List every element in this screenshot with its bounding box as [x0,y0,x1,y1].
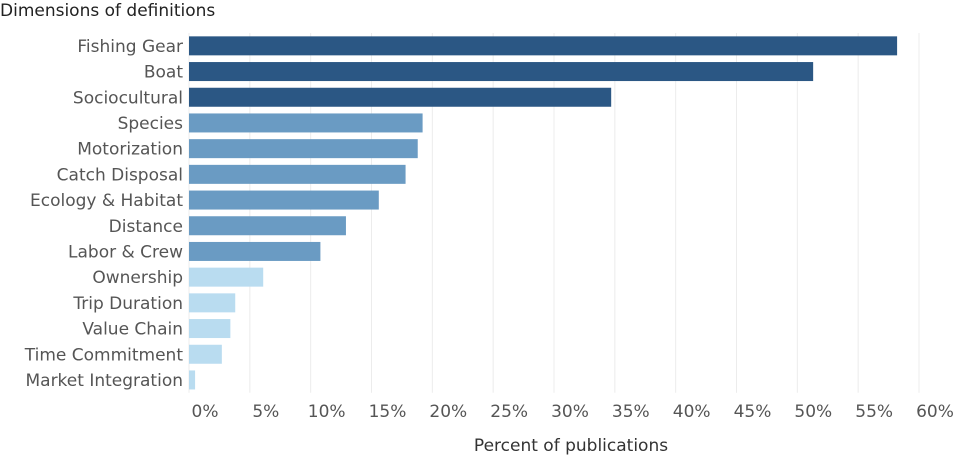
x-tick-label: 35% [612,402,650,422]
x-tick-label: 40% [673,402,711,422]
category-label: Species [118,114,184,134]
bars [189,36,898,390]
chart-title: Dimensions of definitions [0,1,216,21]
category-label: Ownership [92,268,183,288]
bar[interactable] [189,370,196,390]
category-label: Value Chain [82,320,183,340]
bar[interactable] [189,293,236,313]
bar[interactable] [189,241,321,261]
bar[interactable] [189,344,222,364]
x-tick-label: 20% [429,402,467,422]
gridlines [188,33,920,393]
category-label: Labor & Crew [68,242,183,262]
category-label: Catch Disposal [57,165,183,185]
bar[interactable] [189,190,379,210]
x-tick-label: 0% [192,402,219,422]
bar[interactable] [189,87,612,107]
x-tick-label: 55% [855,402,893,422]
category-label: Fishing Gear [77,37,183,57]
category-label: Sociocultural [73,88,183,108]
x-tick-label: 15% [369,402,407,422]
category-label: Ecology & Habitat [30,191,183,211]
bar[interactable] [189,62,814,82]
category-label: Trip Duration [72,294,183,314]
category-labels: Fishing Gear Boat Sociocultural Species Moto… [24,37,184,391]
category-label: Distance [109,217,183,237]
bar[interactable] [189,164,406,184]
bar[interactable] [189,139,418,159]
bar[interactable] [189,216,346,236]
category-label: Market Integration [25,371,183,391]
category-label: Time Commitment [24,345,184,365]
x-tick-label: 50% [794,402,832,422]
bar[interactable] [189,267,264,287]
x-tick-label: 10% [308,402,346,422]
x-tick-label: 25% [490,402,528,422]
category-label: Boat [144,63,183,83]
bar[interactable] [189,36,898,56]
x-axis-title: Percent of publications [474,436,668,456]
bar[interactable] [189,319,231,339]
category-label: Motorization [77,140,183,160]
x-tick-labels: 0% 5% 10% 15% 20% 25% 30% 35% 40% 45% 50% 55% 60% [192,402,954,422]
x-tick-label: 5% [252,402,279,422]
x-tick-label: 30% [551,402,589,422]
x-tick-label: 45% [734,402,772,422]
x-tick-label: 60% [916,402,954,422]
bar[interactable] [189,113,423,133]
